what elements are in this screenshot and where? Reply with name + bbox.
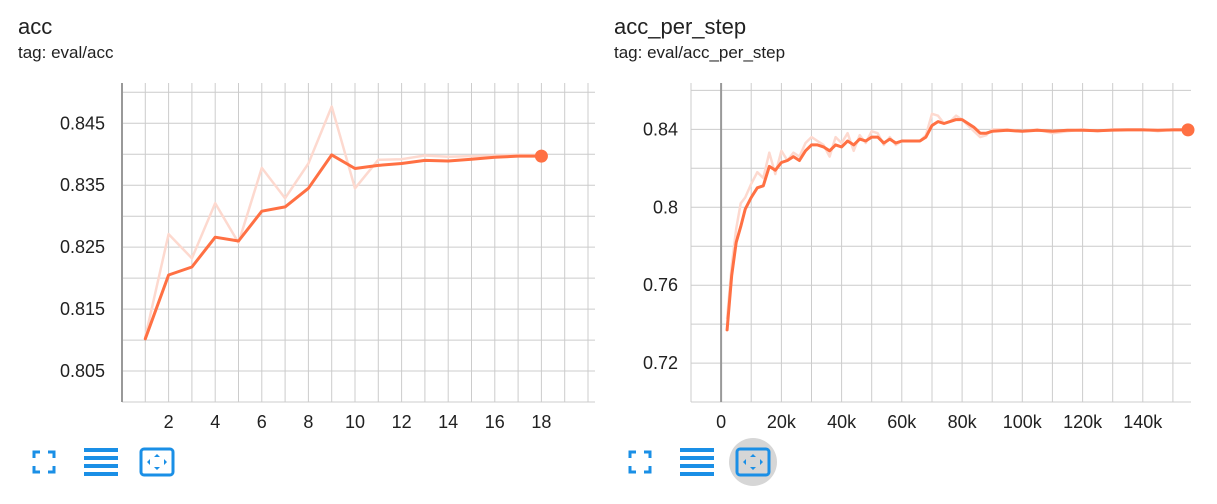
chart-plot-acc[interactable]: 0.805 0.815 0.825 0.835 0.845 2 4 6 8 10 12 14 16 18 <box>0 0 600 440</box>
fullscreen-button[interactable] <box>20 438 68 486</box>
chart-plot-acc-per-step[interactable]: 0.72 0.76 0.8 0.84 0 20k 40k 60k 80k 100k 120k 140k <box>596 0 1196 440</box>
x-tick-label: 140k <box>1123 412 1163 432</box>
fit-domain-icon <box>735 447 771 477</box>
x-tick-label: 6 <box>257 412 267 432</box>
x-tick-label: 8 <box>303 412 313 432</box>
x-tick-label: 16 <box>485 412 505 432</box>
x-tick-label: 2 <box>164 412 174 432</box>
raw-series-line <box>725 112 1190 320</box>
x-tick-label: 40k <box>827 412 857 432</box>
data-table-icon <box>84 448 118 476</box>
data-table-icon <box>680 448 714 476</box>
y-tick-label: 0.805 <box>60 361 105 381</box>
x-tick-label: 18 <box>531 412 551 432</box>
x-tick-label: 14 <box>438 412 458 432</box>
x-tick-label: 4 <box>210 412 220 432</box>
y-tick-label: 0.815 <box>60 299 105 319</box>
data-table-button[interactable] <box>77 438 125 486</box>
chart-card-acc: acc tag: eval/acc 0.805 0.815 0.825 0.835 0.… <box>0 0 600 504</box>
x-tick-label: 12 <box>392 412 412 432</box>
fit-domain-button[interactable] <box>729 438 777 486</box>
fullscreen-icon <box>32 450 56 474</box>
x-tick-label: 10 <box>345 412 365 432</box>
y-tick-label: 0.76 <box>643 275 678 295</box>
data-table-button[interactable] <box>673 438 721 486</box>
y-tick-label: 0.835 <box>60 175 105 195</box>
chart-tag: tag: eval/acc_per_step <box>614 43 786 62</box>
chart-toolbar <box>616 438 796 486</box>
raw-series-line <box>144 105 543 339</box>
smoothed-series-line <box>725 118 1190 332</box>
chart-card-acc-per-step: acc_per_step tag: eval/acc_per_step 0.72… <box>596 0 1196 504</box>
x-tick-label: 100k <box>1003 412 1043 432</box>
fit-domain-icon <box>139 447 175 477</box>
fullscreen-button[interactable] <box>616 438 664 486</box>
x-tick-label: 20k <box>767 412 797 432</box>
y-tick-label: 0.8 <box>653 197 678 217</box>
chart-title: acc_per_step <box>614 14 747 39</box>
chart-tag: tag: eval/acc <box>18 43 114 62</box>
fullscreen-icon <box>628 450 652 474</box>
smoothed-series-line <box>143 153 543 341</box>
x-tick-label: 80k <box>948 412 978 432</box>
chart-toolbar <box>20 438 200 486</box>
series-end-point <box>1181 123 1195 137</box>
chart-title: acc <box>18 14 53 39</box>
y-tick-label: 0.72 <box>643 353 678 373</box>
x-tick-label: 120k <box>1063 412 1103 432</box>
x-tick-label: 60k <box>887 412 917 432</box>
y-tick-label: 0.845 <box>60 113 105 133</box>
y-tick-label: 0.84 <box>643 119 678 139</box>
y-tick-label: 0.825 <box>60 237 105 257</box>
x-tick-label: 0 <box>716 412 726 432</box>
fit-domain-button[interactable] <box>133 438 181 486</box>
series-end-point <box>534 149 548 163</box>
